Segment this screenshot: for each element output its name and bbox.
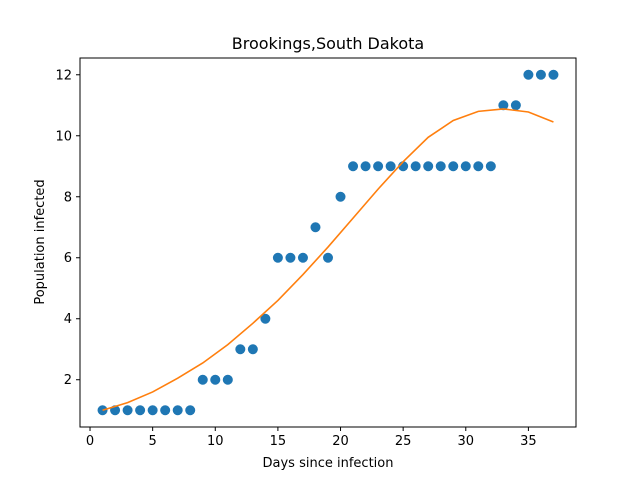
data-point — [510, 100, 521, 111]
data-point — [448, 161, 459, 172]
data-point — [297, 252, 308, 263]
y-tick-label: 2 — [64, 373, 72, 388]
data-point — [285, 252, 296, 263]
data-point — [185, 405, 196, 416]
chart-title: Brookings,South Dakota — [232, 34, 424, 53]
x-tick-label: 0 — [86, 434, 94, 449]
data-point — [435, 161, 446, 172]
data-point — [97, 405, 108, 416]
x-tick-label: 20 — [332, 434, 349, 449]
data-point — [360, 161, 371, 172]
data-point — [498, 100, 509, 111]
x-axis: 0 5 10 15 20 25 30 35 — [86, 427, 537, 449]
data-point — [348, 161, 359, 172]
data-point — [460, 161, 471, 172]
x-tick-label: 15 — [270, 434, 287, 449]
data-point — [222, 374, 233, 385]
data-point — [323, 252, 333, 263]
data-point — [197, 374, 208, 385]
y-tick-label: 8 — [64, 190, 72, 205]
data-point — [373, 161, 384, 172]
data-point — [410, 161, 421, 172]
y-tick-label: 4 — [64, 312, 72, 327]
data-point — [272, 252, 283, 263]
x-tick-label: 30 — [458, 434, 475, 449]
data-point — [210, 374, 221, 385]
data-point — [535, 69, 546, 80]
data-point — [135, 405, 146, 416]
y-tick-label: 6 — [64, 251, 72, 266]
fit-curve-line — [102, 108, 554, 411]
y-axis-label: Population infected — [33, 179, 48, 304]
x-tick-label: 5 — [149, 434, 157, 449]
data-point — [122, 405, 133, 416]
y-axis: 2 4 6 8 10 12 — [55, 68, 80, 388]
data-point — [172, 405, 183, 416]
data-point — [235, 344, 246, 355]
data-point — [423, 161, 434, 172]
data-point — [385, 161, 396, 172]
y-tick-label: 10 — [55, 129, 72, 144]
plot-area — [97, 69, 559, 416]
data-point — [485, 161, 496, 172]
data-point — [260, 313, 271, 324]
x-tick-label: 25 — [395, 434, 412, 449]
data-point — [548, 69, 559, 80]
data-point — [147, 405, 158, 416]
plot-frame — [79, 57, 577, 428]
data-point — [310, 222, 321, 233]
x-tick-label: 35 — [520, 434, 537, 449]
data-point — [473, 161, 484, 172]
data-point — [335, 191, 346, 202]
data-point — [523, 69, 534, 80]
x-tick-label: 10 — [207, 434, 224, 449]
data-point — [160, 405, 171, 416]
x-axis-label: Days since infection — [263, 456, 394, 471]
data-point — [247, 344, 258, 355]
y-tick-label: 12 — [55, 68, 72, 83]
